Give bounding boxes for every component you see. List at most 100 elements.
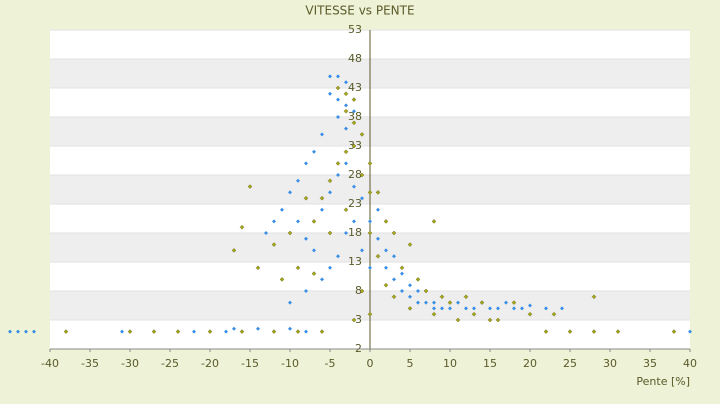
point [471, 311, 477, 317]
point [327, 178, 333, 184]
point [447, 300, 453, 305]
point [271, 242, 277, 247]
y-tick-label: 28 [348, 168, 362, 181]
point [495, 317, 501, 323]
point [359, 132, 365, 137]
point [336, 97, 340, 102]
point [343, 91, 349, 97]
point [120, 329, 124, 334]
point [368, 265, 372, 270]
point [367, 311, 373, 317]
point [344, 161, 348, 166]
point [320, 277, 324, 282]
point [280, 207, 284, 212]
x-tick-label: 40 [683, 357, 697, 370]
point [448, 306, 452, 311]
point [271, 329, 277, 334]
point [359, 288, 365, 294]
point [551, 311, 557, 317]
y-tick-label: 18 [348, 226, 362, 239]
point [591, 329, 597, 334]
point [296, 178, 300, 183]
point [151, 329, 157, 334]
point [399, 265, 405, 271]
point [352, 184, 356, 189]
point [312, 248, 316, 253]
x-tick-label: -35 [81, 357, 99, 370]
point [431, 219, 437, 224]
point [407, 242, 413, 247]
y-tick-label: 38 [348, 110, 362, 123]
point [408, 294, 412, 299]
point [407, 306, 413, 311]
point [391, 294, 397, 300]
point [264, 231, 268, 235]
x-tick-label: 30 [603, 357, 617, 370]
point [328, 91, 332, 96]
point [304, 329, 308, 334]
point [8, 329, 12, 334]
point [520, 306, 524, 311]
x-tick-label: -30 [121, 357, 139, 370]
point [383, 282, 389, 288]
point [383, 219, 389, 224]
point [328, 74, 332, 79]
point [343, 149, 349, 155]
point [303, 195, 309, 201]
x-axis-label: Pente [%] [636, 375, 690, 388]
point [319, 329, 325, 334]
point [32, 329, 36, 334]
point [127, 329, 133, 334]
x-tick-label: -40 [41, 357, 59, 370]
point [464, 306, 468, 311]
point [368, 219, 372, 224]
point [319, 195, 325, 201]
x-tick-label: 5 [407, 357, 414, 370]
point [304, 236, 308, 241]
point [440, 306, 444, 311]
point [392, 277, 396, 282]
point [304, 289, 308, 293]
point [400, 271, 404, 276]
y-tick-label: 8 [355, 284, 362, 297]
x-tick-label: 0 [367, 357, 374, 370]
point [295, 329, 301, 334]
point [376, 207, 380, 212]
point [336, 74, 340, 79]
point [456, 300, 460, 305]
point [455, 317, 461, 323]
point [320, 132, 324, 137]
point [351, 317, 357, 323]
point [296, 219, 300, 224]
y-tick-label: 43 [348, 81, 362, 94]
point [175, 329, 181, 334]
point [367, 190, 373, 195]
point [247, 184, 253, 189]
point [344, 103, 348, 108]
y-tick-label: 53 [348, 23, 362, 36]
point [231, 248, 237, 253]
y-tick-label: 3 [355, 313, 362, 326]
point [424, 300, 428, 305]
point [16, 329, 20, 334]
point [615, 329, 621, 334]
point [207, 329, 213, 334]
point [344, 231, 348, 235]
point [288, 190, 292, 195]
point [344, 126, 348, 131]
point [544, 306, 548, 311]
x-tick-label: -15 [241, 357, 259, 370]
point [287, 230, 293, 236]
point [343, 108, 349, 114]
point [335, 85, 341, 91]
point [400, 289, 404, 293]
point [408, 283, 412, 288]
point [328, 190, 332, 195]
point [384, 265, 388, 270]
point [392, 254, 396, 259]
point [279, 277, 285, 282]
point [527, 311, 533, 317]
point [591, 294, 597, 300]
point [328, 265, 332, 270]
